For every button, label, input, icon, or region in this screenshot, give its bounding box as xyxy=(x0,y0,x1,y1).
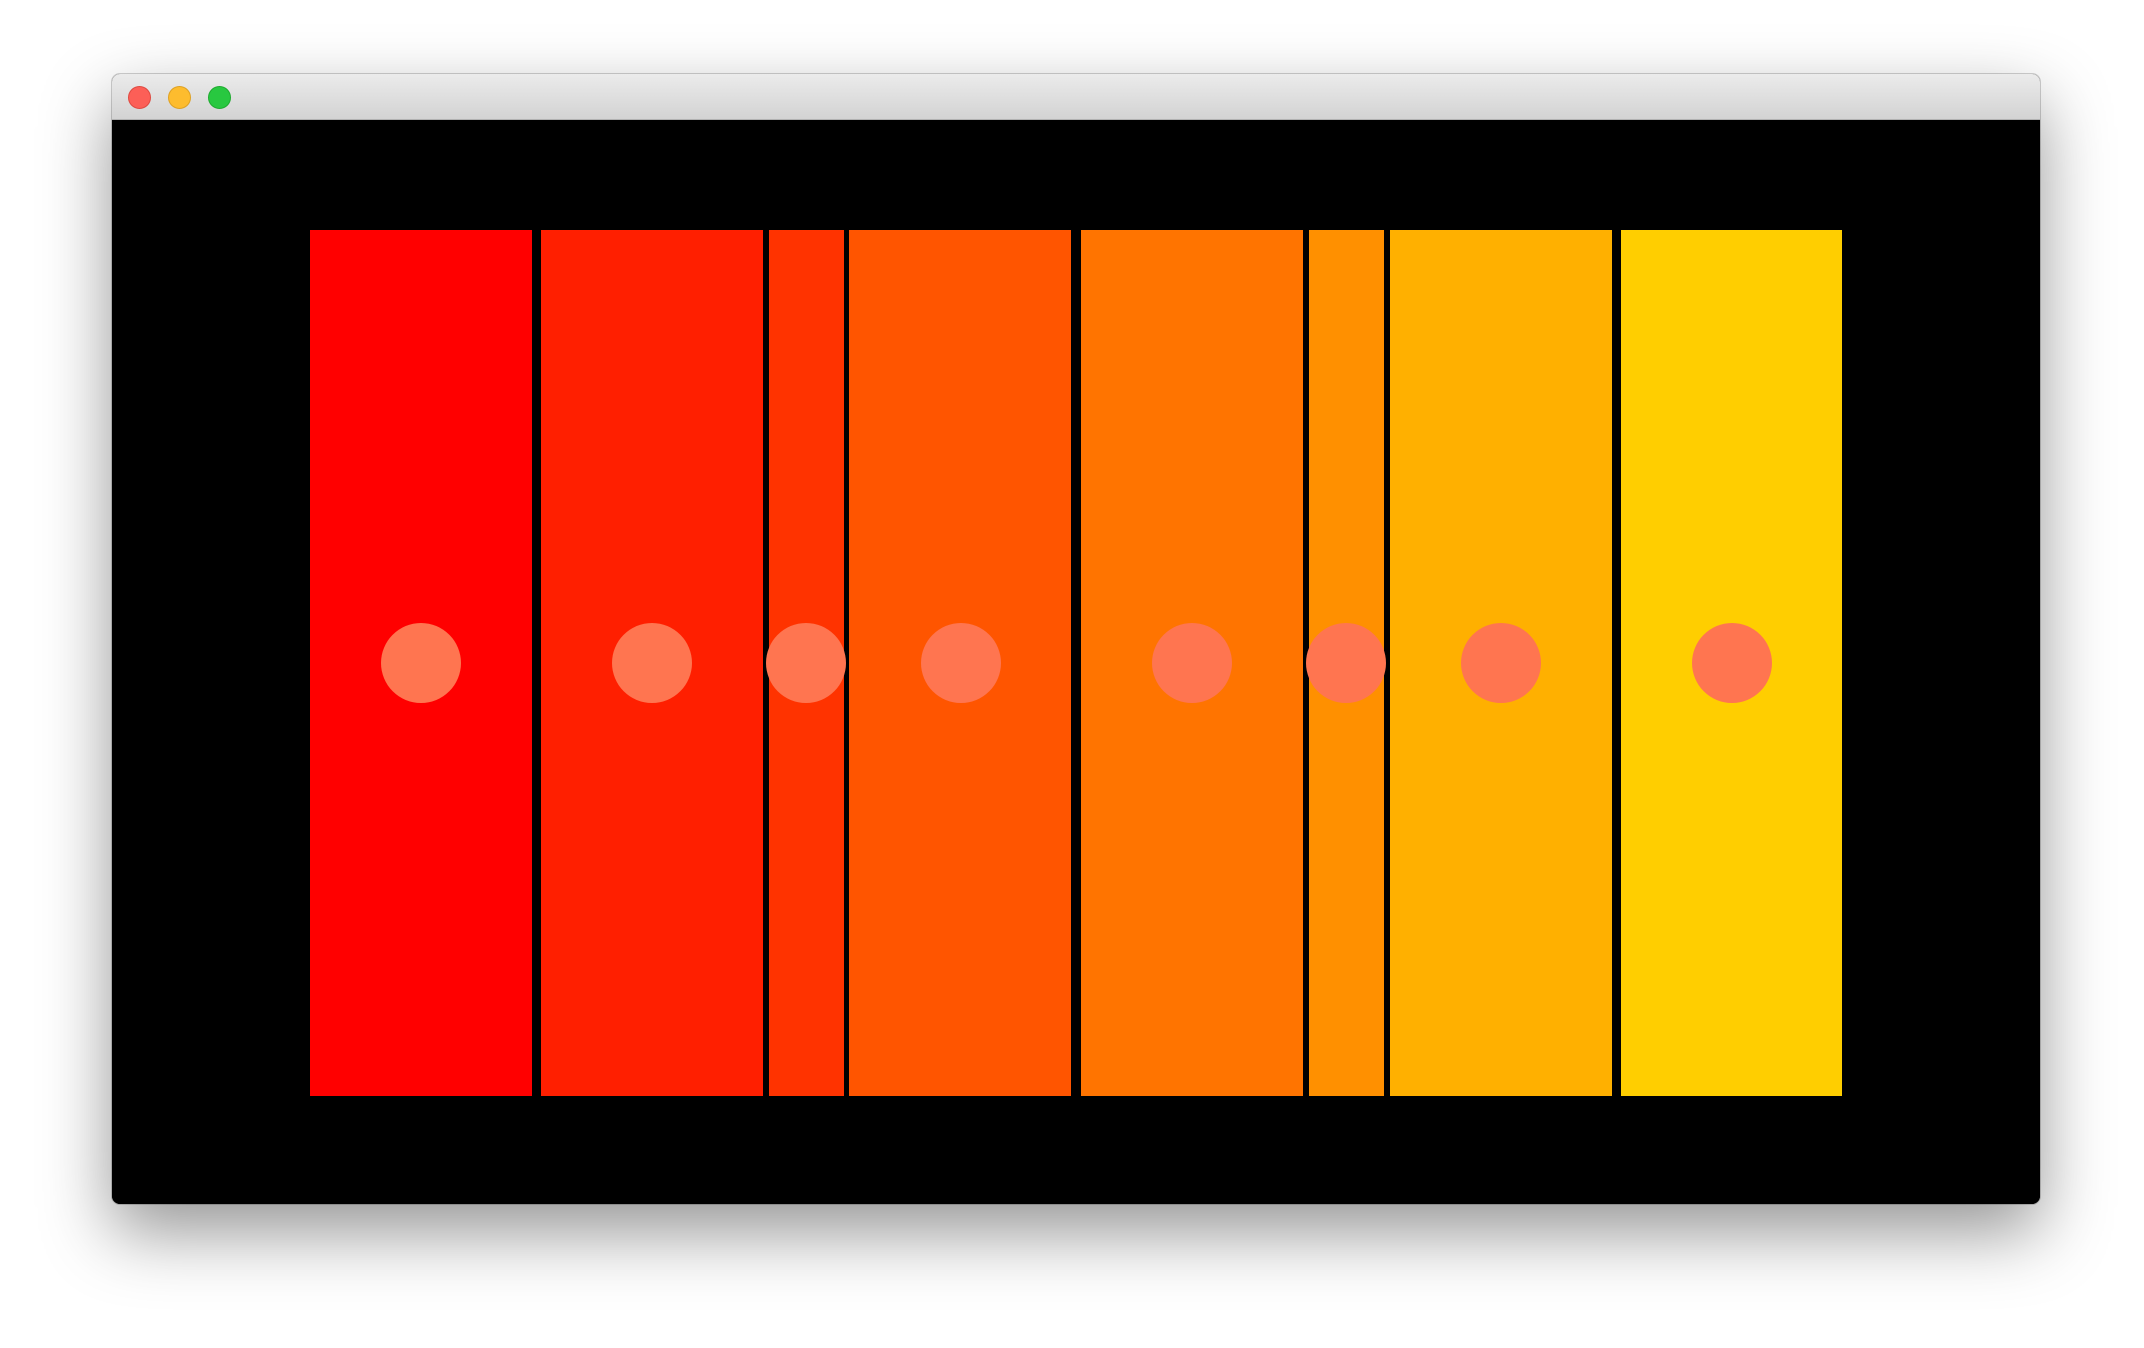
marker-dot xyxy=(921,623,1001,703)
zoom-button[interactable] xyxy=(208,86,231,109)
marker-dot xyxy=(766,623,846,703)
minimize-button[interactable] xyxy=(168,86,191,109)
bar-stage xyxy=(310,230,1842,1096)
canvas-area xyxy=(112,120,2040,1204)
marker-dot xyxy=(1461,623,1541,703)
title-bar[interactable] xyxy=(112,74,2040,120)
marker-dot xyxy=(1152,623,1232,703)
marker-dot xyxy=(1692,623,1772,703)
app-window xyxy=(112,74,2040,1204)
marker-dot xyxy=(381,623,461,703)
close-button[interactable] xyxy=(128,86,151,109)
marker-dot xyxy=(1306,623,1386,703)
marker-dot xyxy=(612,623,692,703)
